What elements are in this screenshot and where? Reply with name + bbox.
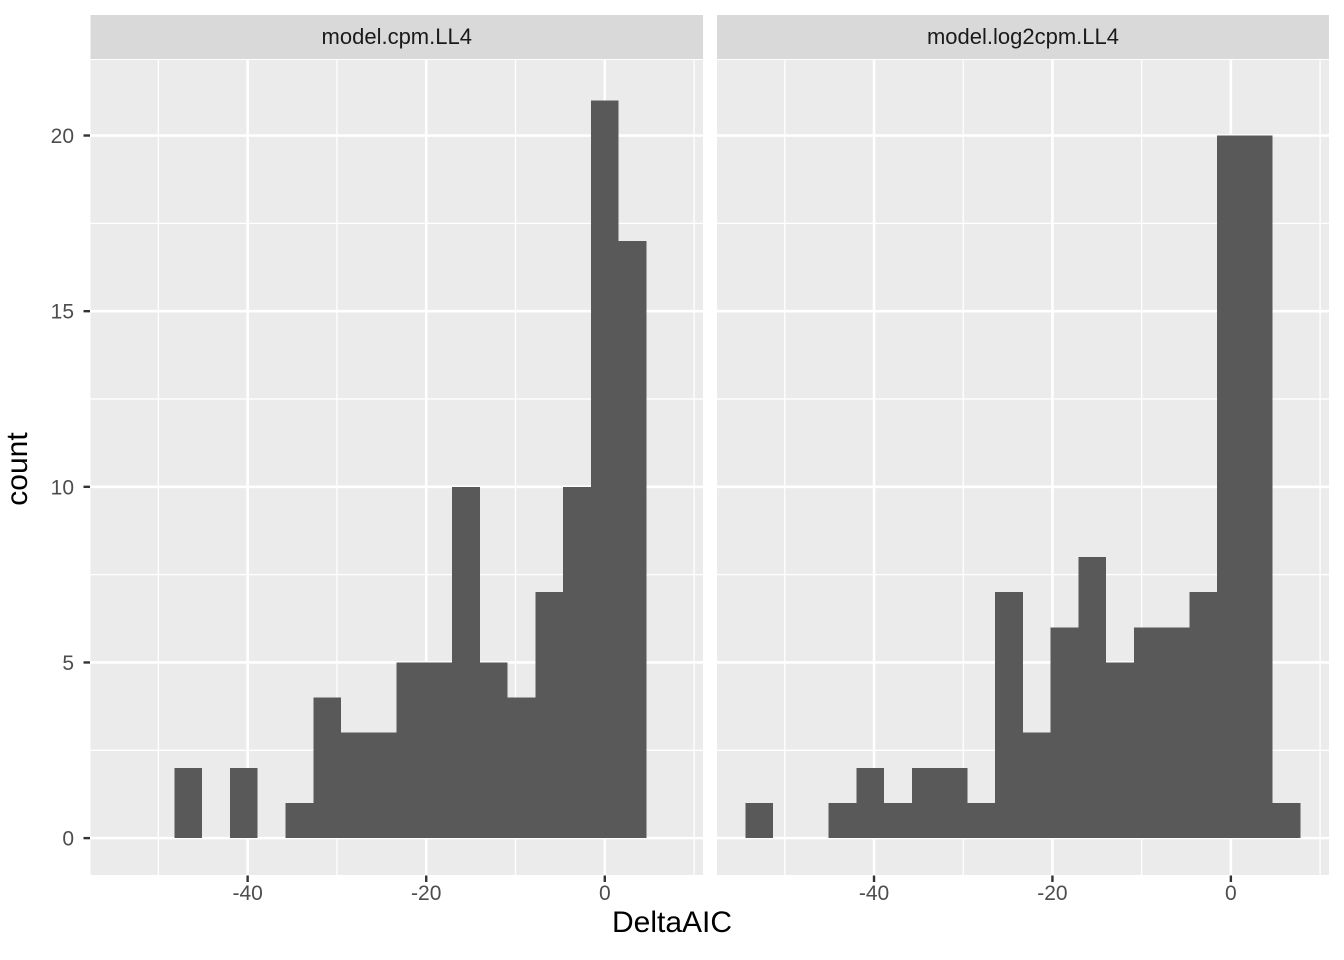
histogram-bar bbox=[424, 662, 453, 839]
histogram-bar bbox=[884, 802, 912, 839]
histogram-bar bbox=[967, 802, 996, 839]
histogram-bar bbox=[1244, 135, 1273, 839]
y-tick-label: 10 bbox=[51, 476, 74, 499]
histogram-bar bbox=[1272, 802, 1301, 839]
y-tick-label: 20 bbox=[51, 125, 74, 148]
histogram-bar bbox=[745, 802, 774, 839]
histogram-bar bbox=[229, 767, 258, 839]
x-tick-label: 0 bbox=[599, 882, 611, 905]
histogram-bar bbox=[452, 486, 480, 839]
histogram-bar bbox=[590, 100, 619, 839]
y-axis-title: count bbox=[1, 432, 34, 506]
histogram-bar bbox=[396, 662, 425, 839]
histogram-bar bbox=[479, 662, 508, 839]
x-tick-label: -40 bbox=[232, 882, 262, 905]
histogram-bar bbox=[535, 592, 564, 839]
histogram-bar bbox=[618, 240, 647, 839]
y-tick-label: 5 bbox=[62, 652, 74, 675]
histogram-bar bbox=[1022, 732, 1051, 839]
facet-strip bbox=[90, 15, 703, 59]
histogram-bar bbox=[313, 697, 342, 839]
histogram-bar bbox=[828, 802, 857, 839]
x-tick-label: 0 bbox=[1225, 882, 1237, 905]
y-tick-label: 0 bbox=[62, 828, 74, 851]
facet-strip bbox=[717, 15, 1329, 59]
x-tick-label: -20 bbox=[411, 882, 441, 905]
histogram-bar bbox=[1161, 627, 1190, 839]
histogram-bar bbox=[285, 802, 314, 839]
bars-group bbox=[745, 135, 1301, 839]
histogram-bar bbox=[856, 767, 885, 839]
x-tick-label: -40 bbox=[859, 882, 889, 905]
x-axis-title: DeltaAIC bbox=[611, 906, 733, 939]
histogram-bar bbox=[341, 732, 369, 839]
histogram-bar bbox=[995, 592, 1023, 839]
histogram-bar bbox=[1106, 662, 1134, 839]
histogram-bar bbox=[1217, 135, 1245, 839]
histogram-bar bbox=[368, 732, 397, 839]
histogram-bar bbox=[563, 486, 591, 839]
histogram-bar bbox=[911, 767, 940, 839]
x-tick-label: -20 bbox=[1037, 882, 1067, 905]
bars-group bbox=[174, 100, 647, 839]
y-tick-label: 15 bbox=[51, 301, 74, 324]
histogram-bar bbox=[174, 767, 203, 839]
histogram-bar bbox=[1133, 627, 1162, 839]
histogram-bar bbox=[1189, 592, 1218, 839]
histogram-bar bbox=[1050, 627, 1079, 839]
histogram-bar bbox=[1078, 557, 1107, 839]
histogram-bar bbox=[939, 767, 968, 839]
histogram-bar bbox=[507, 697, 536, 839]
